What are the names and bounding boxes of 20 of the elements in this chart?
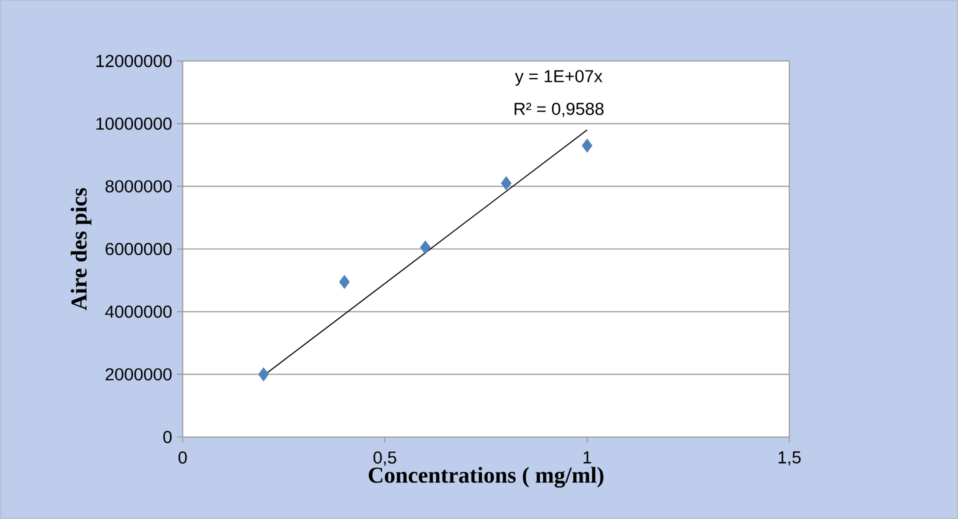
y-tick-label: 0 (163, 430, 172, 444)
x-tick-label: 0,5 (374, 451, 396, 466)
y-tick-label: 8000000 (106, 180, 172, 192)
x-tick-label: 1,5 (778, 451, 801, 466)
point (420, 240, 431, 254)
annotation: y = 1E+07x (514, 70, 602, 86)
annotation: R² = 0,9588 (514, 102, 604, 118)
point (500, 176, 512, 190)
y-tick-label: 12000000 (96, 54, 172, 68)
y-axis-title: Aire des pics (70, 188, 92, 310)
y-tick-label: 10000000 (96, 118, 172, 130)
y-tick-label: 4000000 (105, 306, 172, 318)
x-tick-label: 1 (584, 451, 592, 464)
y-tick-label: 2000000 (106, 368, 172, 380)
point (339, 274, 350, 289)
x-axis-title: Concentrations ( mg/ml) (368, 466, 604, 488)
point (582, 138, 592, 153)
y-tick-label: 6000000 (106, 242, 172, 256)
point (258, 367, 269, 382)
x-tick-label: 0 (178, 451, 187, 464)
